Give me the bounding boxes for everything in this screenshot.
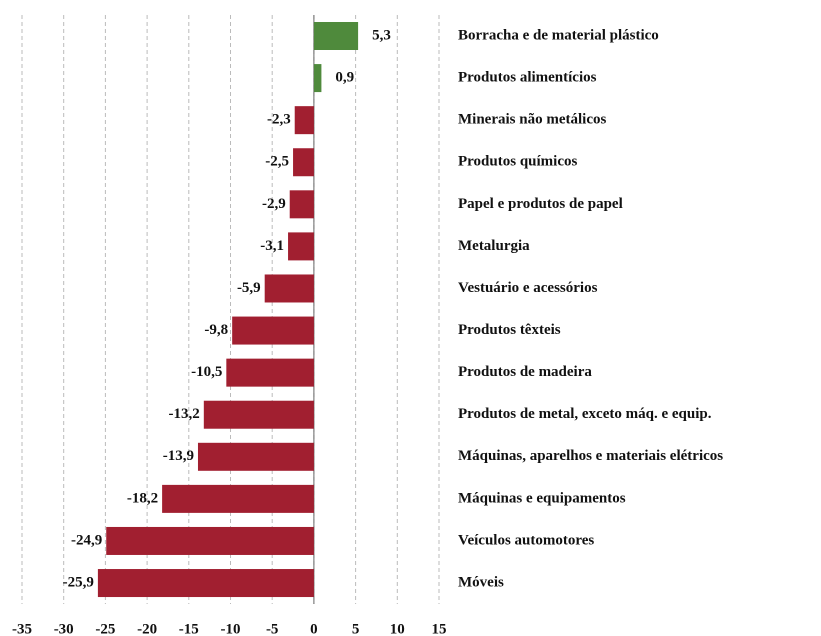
bar — [289, 190, 314, 219]
x-tick-label: -10 — [221, 621, 241, 636]
x-tick-label: -5 — [266, 621, 279, 636]
x-tick-label: -20 — [137, 621, 157, 636]
value-label: -13,2 — [169, 406, 200, 422]
bar — [313, 22, 359, 50]
bar — [97, 569, 314, 598]
x-tick-label: 5 — [352, 621, 360, 636]
bar — [288, 232, 314, 261]
value-label: -10,5 — [191, 364, 222, 380]
bar — [294, 106, 314, 135]
x-tick-label: -35 — [12, 621, 32, 636]
value-label: -24,9 — [71, 532, 102, 548]
category-label: Produtos têxteis — [458, 322, 561, 338]
bar — [203, 400, 314, 429]
bar — [232, 316, 314, 345]
bar — [106, 526, 314, 555]
x-tick-label: 0 — [310, 621, 318, 636]
x-tick-label: -30 — [54, 621, 74, 636]
value-label: 0,9 — [335, 70, 354, 86]
category-label: Máquinas, aparelhos e materiais elétrico… — [458, 448, 723, 464]
bar — [313, 64, 322, 93]
x-tick-label: 15 — [432, 621, 447, 636]
value-label: -2,9 — [262, 196, 286, 212]
value-label: -2,5 — [265, 154, 289, 170]
category-label: Produtos de madeira — [458, 364, 592, 380]
x-tick-label: -15 — [179, 621, 199, 636]
bar — [226, 358, 314, 387]
value-label: -5,9 — [237, 280, 261, 296]
value-label: -3,1 — [260, 238, 284, 254]
category-label: Móveis — [458, 574, 504, 590]
category-label: Vestuário e acessórios — [458, 280, 598, 296]
value-label: -18,2 — [127, 490, 158, 506]
value-label: -2,3 — [267, 112, 291, 128]
category-label: Produtos de metal, exceto máq. e equip. — [458, 406, 712, 422]
category-label: Máquinas e equipamentos — [458, 490, 626, 506]
category-label: Metalurgia — [458, 238, 530, 254]
bar — [293, 148, 314, 177]
bar — [162, 484, 314, 513]
value-label: -13,9 — [163, 448, 194, 464]
value-label: 5,3 — [372, 27, 391, 43]
category-label: Veículos automotores — [458, 532, 594, 548]
bar — [264, 274, 314, 303]
category-label: Minerais não metálicos — [458, 112, 606, 128]
category-label: Borracha e de material plástico — [458, 27, 659, 43]
category-label: Papel e produtos de papel — [458, 196, 623, 212]
value-label: -25,9 — [63, 574, 94, 590]
value-label: -9,8 — [204, 322, 228, 338]
bar — [197, 442, 314, 471]
category-label: Produtos alimentícios — [458, 70, 597, 86]
x-tick-label: 10 — [390, 621, 405, 636]
category-label: Produtos químicos — [458, 154, 577, 170]
x-tick-label: -25 — [95, 621, 115, 636]
